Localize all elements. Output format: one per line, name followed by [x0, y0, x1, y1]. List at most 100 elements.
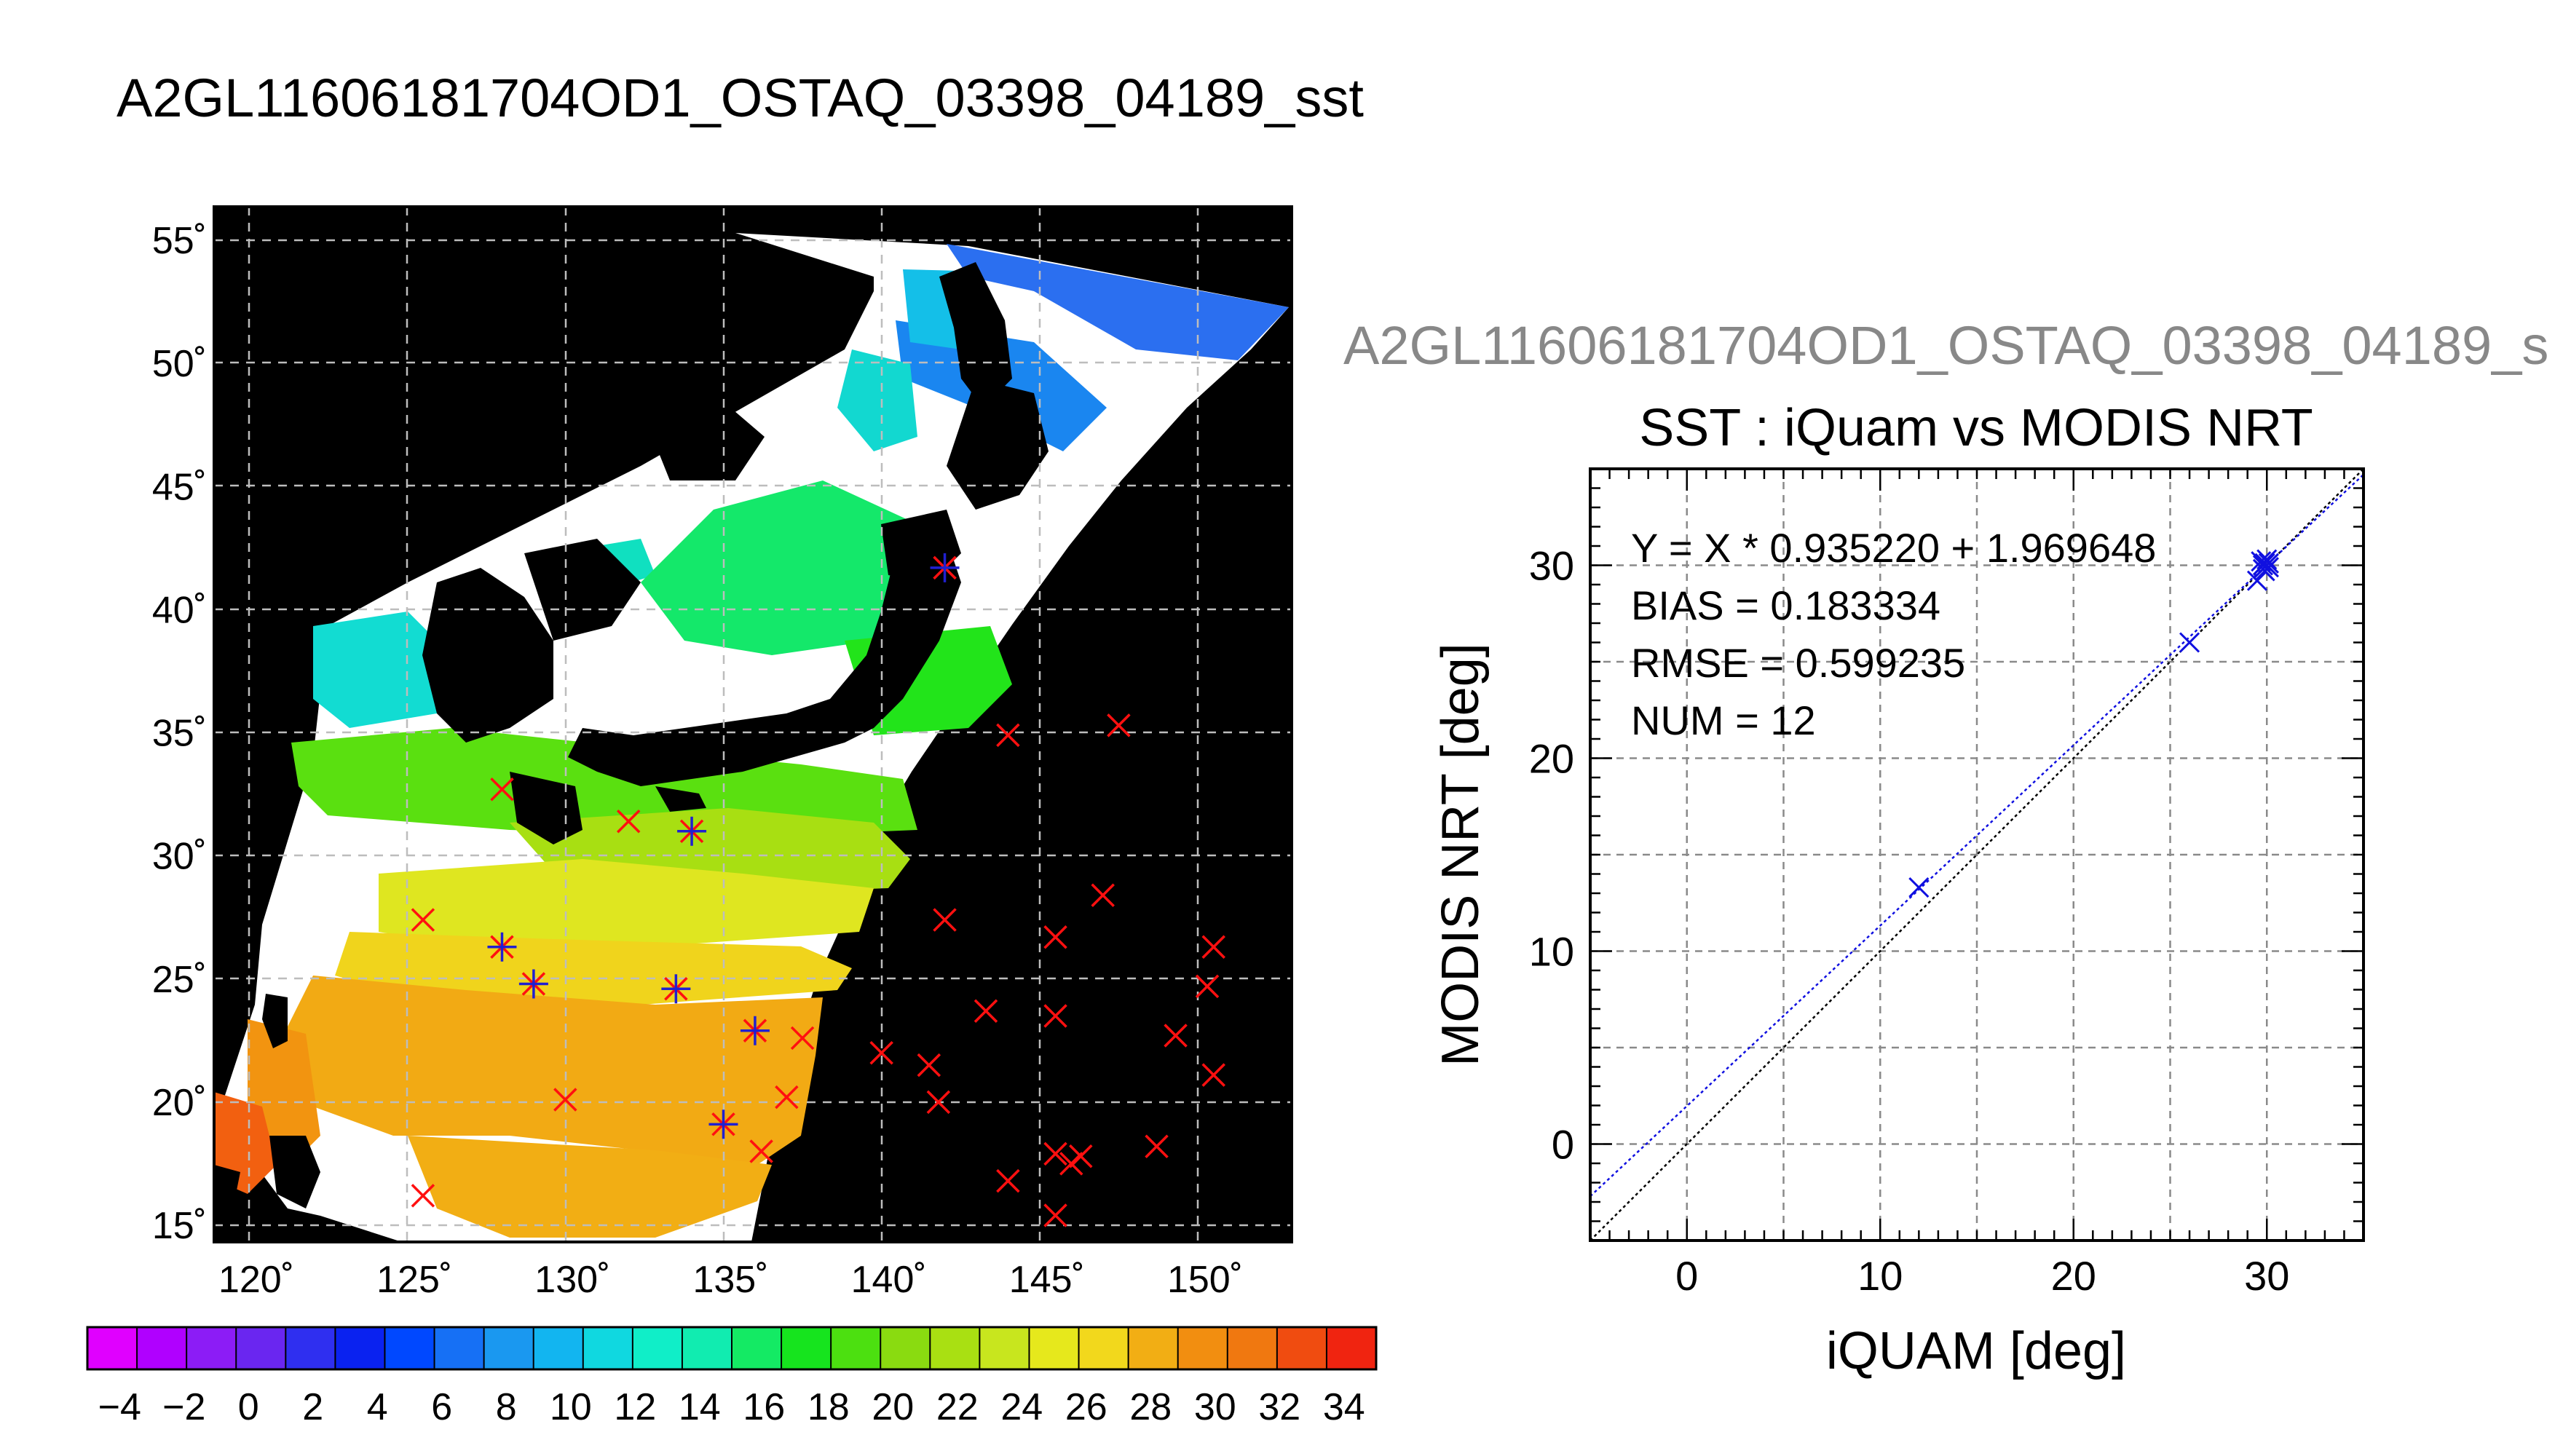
scatter-annotations: Y = X * 0.935220 + 1.969648 BIAS = 0.1833…: [1631, 525, 2156, 743]
scatter-gridlines: [1590, 469, 2364, 1241]
map-marker-red: [1201, 935, 1225, 960]
map-marker-red: [1195, 974, 1220, 999]
map-marker-red: [490, 778, 514, 802]
map-marker-red: [1043, 1203, 1067, 1227]
colorbar-tick-label: 16: [743, 1386, 785, 1428]
map-marker-red: [1043, 1142, 1067, 1166]
colorbar-cell: [483, 1327, 534, 1369]
scatter-x-tick-label: 20: [2051, 1253, 2096, 1299]
scatter-annotation: Y = X * 0.935220 + 1.969648: [1631, 525, 2156, 571]
colorbar-cell: [1276, 1327, 1327, 1369]
colorbar-frame: [86, 1326, 1378, 1371]
colorbar-cell: [732, 1327, 782, 1369]
regression-line: [1590, 473, 2364, 1198]
colorbar-cells: [87, 1327, 1377, 1369]
map-marker-red: [926, 1090, 951, 1115]
colorbar-tick-label: 10: [550, 1386, 592, 1428]
colorbar-cell: [1227, 1327, 1278, 1369]
map-panel: 120˚ 125˚ 130˚ 135˚ 140˚ 145˚ 150˚ 55˚ 50˚ 45˚ 40…: [152, 205, 1293, 1301]
scatter-minor-ticks: [1590, 467, 2365, 1241]
colorbar-cell: [1029, 1327, 1080, 1369]
scatter-annotation: NUM = 12: [1631, 697, 1816, 743]
map-lat-tick-label: 25˚: [152, 959, 207, 1001]
scatter-x-tick-labels: 0 10 20 30: [1675, 1253, 2289, 1299]
colorbar-tick-label: 8: [496, 1386, 517, 1428]
colorbar-tick-label: 34: [1323, 1386, 1365, 1428]
colorbar-cell: [831, 1327, 881, 1369]
map-markers: [411, 553, 1225, 1227]
map-lat-tick-label: 35˚: [152, 713, 207, 755]
colorbar: −4 −2 0 2 4 6 8 10 12 14 16 18 20 22 24 26 28 30 32 34: [86, 1326, 1378, 1428]
colorbar-cell: [434, 1327, 485, 1369]
colorbar-cell: [1326, 1327, 1377, 1369]
map-marker-red: [749, 1139, 773, 1163]
colorbar-cell: [1078, 1327, 1129, 1369]
colorbar-tick-label: 12: [614, 1386, 656, 1428]
colorbar-cell: [1177, 1327, 1228, 1369]
map-lat-tick-label: 15˚: [152, 1205, 207, 1247]
map-marker-red: [1059, 1152, 1083, 1176]
colorbar-cell: [682, 1327, 732, 1369]
map-marker-blue: [708, 1109, 738, 1139]
colorbar-tick-label: 2: [302, 1386, 323, 1428]
map-marker-red: [1043, 1004, 1067, 1028]
scatter-y-tick-label: 0: [1552, 1122, 1574, 1168]
scatter-x-tick-label: 10: [1857, 1253, 1903, 1299]
colorbar-cell: [583, 1327, 633, 1369]
scatter-points: [1908, 549, 2279, 898]
map-marker-red: [775, 1085, 799, 1109]
scatter-point: [2252, 555, 2274, 576]
map-lat-tick-label: 55˚: [152, 220, 207, 262]
colorbar-tick-label: 20: [872, 1386, 914, 1428]
map-marker-red: [996, 1168, 1020, 1193]
scatter-annotation: RMSE = 0.599235: [1631, 640, 1965, 686]
scatter-point: [2258, 553, 2279, 574]
scatter-y-tick-label: 20: [1529, 736, 1574, 782]
map-marker-red: [869, 1040, 893, 1065]
colorbar-tick-label: −4: [98, 1386, 141, 1428]
map-marker-red: [553, 1088, 577, 1112]
colorbar-cell: [1128, 1327, 1179, 1369]
colorbar-tick-label: 18: [807, 1386, 850, 1428]
colorbar-tick-label: 22: [936, 1386, 979, 1428]
map-marker-red: [974, 999, 998, 1023]
map-lon-labels: 120˚ 125˚ 130˚ 135˚ 140˚ 145˚ 150˚: [218, 1259, 1243, 1301]
map-lon-tick-label: 145˚: [1009, 1259, 1085, 1301]
map-marker-red: [790, 1026, 815, 1051]
scatter-x-tick-label: 30: [2244, 1253, 2289, 1299]
map-marker-blue: [740, 1016, 770, 1045]
colorbar-tick-label: 26: [1065, 1386, 1107, 1428]
map-marker-red: [616, 810, 641, 834]
map-marker-red: [1145, 1134, 1169, 1158]
colorbar-cell: [781, 1327, 832, 1369]
map-lon-tick-label: 150˚: [1167, 1259, 1243, 1301]
identity-line: [1590, 469, 2364, 1241]
colorbar-cell: [880, 1327, 931, 1369]
map-lat-tick-label: 40˚: [152, 589, 207, 631]
map-marker-red: [411, 908, 435, 932]
scatter-point: [2179, 632, 2200, 653]
scatter-point: [1908, 877, 1930, 898]
colorbar-cell: [285, 1327, 336, 1369]
map-frame: [213, 205, 1293, 1243]
map-marker-red: [411, 1184, 435, 1208]
scatter-x-tick-label: 0: [1675, 1253, 1698, 1299]
map-marker-red: [1201, 1063, 1225, 1087]
colorbar-tick-label: 6: [431, 1386, 452, 1428]
map-marker-red: [917, 1053, 941, 1077]
colorbar-cell: [137, 1327, 187, 1369]
map-lat-tick-label: 50˚: [152, 343, 207, 385]
map-marker-red: [1069, 1144, 1093, 1168]
page-title: A2GL11606181704OD1_OSTAQ_03398_04189_sst: [117, 68, 1364, 128]
colorbar-cell: [533, 1327, 584, 1369]
scatter-point: [2246, 570, 2268, 591]
scatter-frame: [1589, 467, 2365, 1242]
map-lon-tick-label: 120˚: [218, 1259, 294, 1301]
map-lat-tick-label: 30˚: [152, 836, 207, 878]
colorbar-cell: [632, 1327, 683, 1369]
map-marker-blue: [518, 969, 548, 999]
map-lon-tick-label: 130˚: [534, 1259, 610, 1301]
colorbar-cell: [87, 1327, 138, 1369]
scatter-title: SST : iQuam vs MODIS NRT: [1639, 399, 2313, 457]
